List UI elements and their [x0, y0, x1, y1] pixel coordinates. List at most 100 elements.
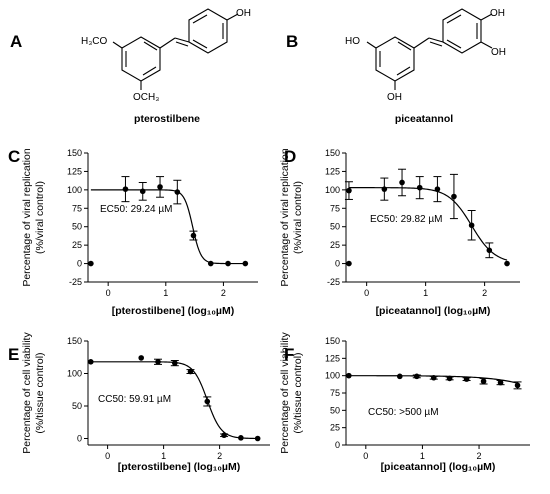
data-point — [463, 376, 470, 382]
y-tick-label: 25 — [330, 423, 340, 433]
atom-ho-left: HO — [345, 36, 360, 47]
ec50-annotation: EC50: 29.24 µM — [100, 204, 172, 215]
y-tick-label: 100 — [325, 185, 340, 195]
data-point — [497, 379, 504, 386]
atom-oh: OH — [236, 8, 251, 19]
y-tick-label: 150 — [67, 148, 82, 158]
y-axis-label: Percentage of viral replication — [279, 148, 291, 286]
data-point — [207, 260, 214, 267]
data-point — [157, 184, 163, 190]
data-point — [416, 184, 423, 191]
y-tick-label: 50 — [330, 405, 340, 415]
atom-oh-top: OH — [490, 8, 505, 19]
fit-curve — [348, 187, 508, 261]
chart-panel-C: C -25 0 25 50 75 100 125 150 0 1 2 Percentage of vir… — [8, 147, 258, 317]
data-point — [238, 435, 244, 441]
y-tick-label: 0 — [77, 434, 82, 444]
x-tick-label: 0 — [106, 288, 111, 298]
data-point — [486, 247, 493, 254]
y-axis-label-sub: (%/viral control) — [292, 181, 304, 254]
y-tick-label: -25 — [69, 277, 82, 287]
molecule-name-pterostilbene: pterostilbene — [134, 113, 200, 125]
x-tick-label: 0 — [105, 451, 110, 461]
data-point — [514, 382, 521, 389]
y-tick-label: 150 — [325, 336, 340, 346]
data-point — [139, 188, 146, 195]
pterostilbene-bonds — [112, 8, 239, 90]
chart-panel-F: F 0 25 50 75 100 125 150 0 1 2 Percentage of cell v… — [279, 332, 530, 473]
x-tick-label: 0 — [363, 451, 368, 461]
data-point — [187, 368, 194, 375]
y-tick-label: 150 — [67, 336, 82, 346]
y-tick-label: 50 — [330, 222, 340, 232]
panel-letter-F: F — [284, 345, 294, 364]
x-tick-label: 1 — [420, 451, 425, 461]
x-tick-label: 2 — [482, 288, 487, 298]
atom-oh-bottom: OH — [387, 92, 402, 103]
data-point — [204, 398, 211, 405]
y-tick-label: 0 — [77, 259, 82, 269]
x-axis-label: [piceatannol] (log₁₀µM) — [381, 461, 496, 473]
piceatannol-bonds — [366, 8, 493, 90]
y-tick-label: 150 — [325, 148, 340, 158]
fit-curve — [90, 189, 246, 265]
chart-panel-D: D -25 0 25 50 75 100 125 150 0 1 2 Percentage of vir… — [279, 147, 520, 317]
y-tick-label: 75 — [330, 203, 340, 213]
y-tick-label: 50 — [72, 401, 82, 411]
y-tick-label: 0 — [335, 440, 340, 450]
data-point — [468, 222, 475, 229]
y-tick-label: -25 — [327, 277, 340, 287]
x-axis-label: [pterostilbene] (log₁₀µM) — [112, 305, 234, 317]
chart-panel-E: E 0 50 100 150 0 1 2 Percentage of cell viabilit… — [8, 332, 270, 473]
y-tick-label: 75 — [330, 388, 340, 398]
x-tick-label: 1 — [423, 288, 428, 298]
y-axis-label-sub: (%/viral control) — [34, 181, 46, 254]
y-tick-label: 25 — [330, 240, 340, 250]
data-point — [225, 260, 231, 267]
ec50-annotation: CC50: 59.91 µM — [98, 394, 171, 405]
y-tick-label: 100 — [325, 371, 340, 381]
data-point — [399, 179, 405, 186]
panel-letter-D: D — [284, 147, 296, 166]
atom-meo-top: H₃CO — [81, 36, 108, 47]
data-point — [88, 260, 94, 267]
y-tick-label: 75 — [72, 203, 82, 213]
data-point — [138, 355, 144, 361]
data-point — [254, 435, 261, 442]
x-axis-label: [piceatannol] (log₁₀µM) — [376, 305, 491, 317]
x-tick-label: 1 — [161, 451, 166, 461]
data-point — [346, 260, 352, 267]
y-axis-label: Percentage of cell viability — [21, 332, 33, 454]
x-tick-label: 2 — [217, 451, 222, 461]
data-point — [174, 189, 181, 195]
y-axis-label: Percentage of viral replication — [21, 148, 33, 286]
x-tick-label: 2 — [477, 451, 482, 461]
x-tick-label: 2 — [221, 288, 226, 298]
data-point — [396, 373, 403, 380]
data-point — [480, 378, 487, 385]
y-tick-label: 25 — [72, 240, 82, 250]
x-tick-label: 1 — [163, 288, 168, 298]
data-point — [504, 260, 510, 267]
data-point — [221, 432, 227, 439]
data-point — [346, 187, 352, 194]
panel-letter-B: B — [286, 32, 298, 51]
ec50-annotation: EC50: 29.82 µM — [370, 214, 442, 225]
panel-letter-C: C — [8, 147, 20, 166]
data-point — [172, 360, 178, 366]
y-axis-label: Percentage of cell viability — [279, 332, 291, 454]
data-point — [155, 359, 161, 365]
y-axis-label-sub: (%/tissue control) — [34, 352, 46, 433]
data-point — [190, 232, 197, 239]
y-tick-label: 100 — [67, 369, 82, 379]
x-axis-label: [pterostilbene] (log₁₀µM) — [118, 461, 240, 473]
data-point — [346, 372, 352, 379]
ec50-annotation: CC50: >500 µM — [368, 407, 439, 418]
atom-oh-right: OH — [491, 47, 506, 58]
data-point — [451, 193, 457, 200]
data-point — [381, 186, 388, 192]
data-point — [122, 186, 129, 192]
y-tick-label: 125 — [325, 353, 340, 363]
y-axis-label-sub: (%/tissue control) — [292, 352, 304, 433]
